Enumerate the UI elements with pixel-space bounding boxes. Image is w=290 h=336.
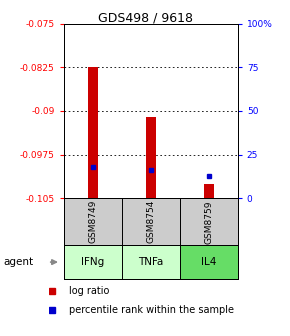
Bar [204,184,214,198]
Bar [88,67,98,198]
Text: TNFa: TNFa [138,257,164,267]
Bar [122,245,180,279]
Text: agent: agent [3,257,33,267]
Bar [180,245,238,279]
Text: IL4: IL4 [201,257,217,267]
Text: GSM8749: GSM8749 [88,200,97,244]
Bar [64,245,122,279]
Text: GSM8754: GSM8754 [146,200,155,244]
Bar [122,198,180,245]
Text: percentile rank within the sample: percentile rank within the sample [69,305,234,315]
Text: IFNg: IFNg [81,257,104,267]
Text: log ratio: log ratio [69,286,109,296]
Bar [180,198,238,245]
Bar [146,117,156,198]
Text: GDS498 / 9618: GDS498 / 9618 [97,12,193,25]
Bar [64,198,122,245]
Text: GSM8759: GSM8759 [204,200,213,244]
